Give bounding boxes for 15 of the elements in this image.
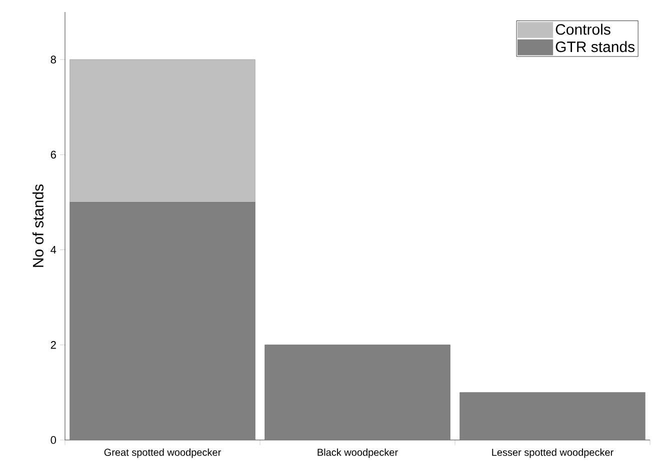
bar xyxy=(70,202,256,440)
y-tick-label: 4 xyxy=(50,246,56,254)
y-tick-label: 2 xyxy=(50,341,56,349)
x-tick-label: Lesser spotted woodpecker xyxy=(492,448,614,458)
legend-label: Controls xyxy=(556,24,610,35)
y-tick-label: 6 xyxy=(50,150,56,159)
legend-label: GTR stands xyxy=(556,41,635,52)
bar xyxy=(460,392,646,440)
bar xyxy=(264,344,450,440)
bar xyxy=(70,59,256,202)
y-tick-label: 8 xyxy=(50,56,56,64)
x-tick-label: Great spotted woodpecker xyxy=(104,448,221,458)
x-tick-label: Black woodpecker xyxy=(318,448,398,458)
y-axis-title: No of stands xyxy=(32,184,44,267)
y-tick-label: 0 xyxy=(50,436,56,444)
